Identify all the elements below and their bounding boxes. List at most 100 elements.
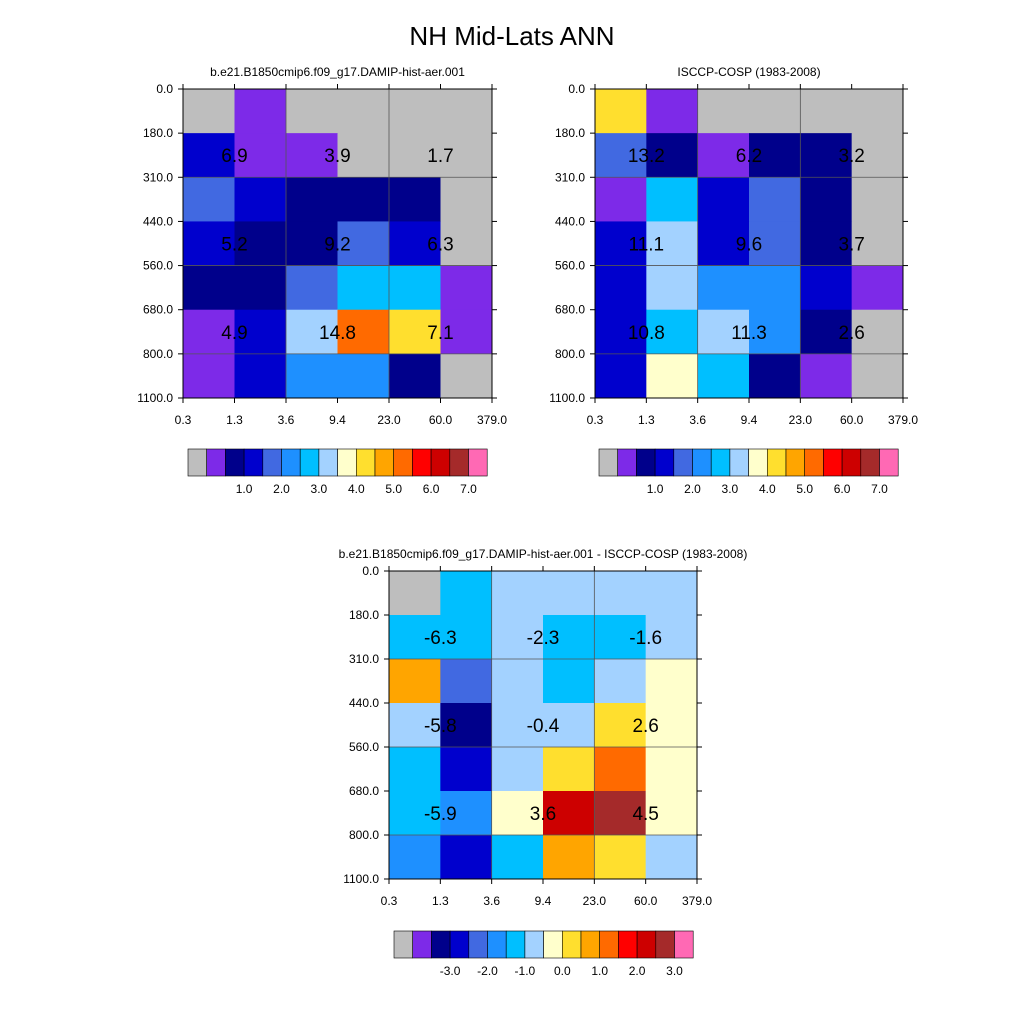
heatmap-cell — [440, 835, 493, 880]
cell-value-label: 11.1 — [629, 235, 665, 256]
heatmap-cell — [646, 309, 699, 355]
x-tick-label: 0.3 — [587, 413, 604, 427]
y-tick-label: 440.0 — [555, 214, 585, 228]
x-tick-label: 23.0 — [377, 413, 401, 427]
colorbar-label: 6.0 — [423, 482, 440, 496]
heatmap-cell — [645, 747, 698, 792]
colorbar-swatch — [337, 448, 357, 477]
heatmap-cell — [800, 177, 853, 222]
heatmap-cell — [491, 703, 544, 748]
heatmap-cell — [234, 177, 287, 222]
colorbar-swatch — [598, 448, 619, 477]
heatmap-cell — [645, 615, 698, 660]
colorbar-label: 0.0 — [554, 964, 571, 978]
cell-value-label: -0.4 — [527, 716, 560, 737]
y-tick-label: 680.0 — [555, 303, 585, 317]
heatmap-cell — [183, 265, 235, 311]
heatmap-cell — [749, 265, 801, 311]
colorbar-label: 2.0 — [684, 482, 701, 496]
heatmap-cell — [337, 309, 390, 355]
cell-value-label: 2.6 — [632, 716, 658, 737]
heatmap-cell — [594, 703, 647, 748]
colorbar-swatch — [225, 448, 245, 477]
y-tick-label: 0.0 — [568, 82, 585, 96]
heatmap-cell — [389, 747, 441, 792]
colorbar-swatch — [524, 930, 544, 959]
colorbar-swatch — [449, 448, 469, 477]
colorbar-swatch — [187, 448, 208, 477]
y-tick-label: 560.0 — [349, 740, 379, 754]
y-tick-label: 560.0 — [555, 259, 585, 273]
figure-title: NH Mid-Lats ANN — [409, 21, 614, 51]
heatmap-cell — [389, 703, 441, 748]
colorbar-label: 7.0 — [460, 482, 477, 496]
colorbar-swatch — [355, 448, 376, 477]
heatmap-cell — [697, 133, 750, 178]
colorbar-swatch — [393, 448, 413, 477]
heatmap-panel-3: b.e21.B1850cmip6.f09_g17.DAMIP-hist-aer.… — [339, 547, 748, 978]
heatmap-cell — [543, 835, 595, 880]
cell-value-label: 4.9 — [221, 323, 247, 344]
y-tick-label: 310.0 — [143, 170, 173, 184]
heatmap-cell — [594, 791, 647, 836]
panels: b.e21.B1850cmip6.f09_g17.DAMIP-hist-aer.… — [137, 65, 918, 978]
x-tick-label: 0.3 — [175, 413, 192, 427]
cell-value-label: 9.2 — [324, 235, 350, 256]
panel-title: b.e21.B1850cmip6.f09_g17.DAMIP-hist-aer.… — [339, 547, 748, 561]
heatmap-cell — [234, 133, 287, 178]
x-tick-label: 0.3 — [381, 894, 398, 908]
y-tick-label: 1100.0 — [343, 872, 379, 886]
heatmap-cell — [646, 89, 699, 134]
x-tick-label: 3.6 — [483, 894, 500, 908]
colorbar-swatch — [299, 448, 320, 477]
heatmap-cell — [749, 177, 801, 222]
colorbar-swatch — [879, 448, 899, 477]
heatmap-cell — [594, 615, 647, 660]
heatmap-cell — [183, 133, 235, 178]
colorbar-label: 6.0 — [834, 482, 851, 496]
heatmap-cell — [800, 133, 853, 178]
heatmap-cell — [543, 571, 595, 616]
heatmap-cell — [851, 221, 904, 267]
heatmap-cell — [749, 353, 801, 399]
heatmap-cell — [697, 353, 750, 399]
cell-value-label: 3.2 — [838, 146, 864, 167]
y-tick-label: 800.0 — [143, 347, 173, 361]
heatmap-cell — [337, 353, 390, 399]
heatmap-cell — [286, 221, 338, 267]
colorbar-swatch — [468, 448, 488, 477]
heatmap-cell — [286, 265, 338, 311]
x-tick-label: 23.0 — [583, 894, 607, 908]
x-tick-label: 60.0 — [634, 894, 658, 908]
heatmap-cell — [286, 177, 338, 222]
colorbar-label: 1.0 — [236, 482, 253, 496]
cell-value-label: -6.3 — [424, 628, 457, 649]
heatmap-cell — [645, 659, 698, 704]
heatmap-cell — [337, 177, 390, 222]
colorbar-label: 1.0 — [647, 482, 664, 496]
heatmap-cell — [389, 353, 441, 399]
x-tick-label: 1.3 — [638, 413, 655, 427]
heatmap-cell — [646, 133, 699, 178]
heatmap-cell — [337, 89, 390, 134]
heatmap-cell — [491, 747, 544, 792]
cell-value-label: -1.6 — [629, 628, 662, 649]
heatmap-cell — [389, 89, 441, 134]
heatmap-cell — [389, 835, 441, 880]
heatmap-cell — [389, 615, 441, 660]
heatmap-cell — [337, 133, 390, 178]
y-tick-label: 310.0 — [349, 652, 379, 666]
x-tick-label: 9.4 — [741, 413, 758, 427]
y-tick-label: 680.0 — [349, 784, 379, 798]
heatmap-cell — [440, 177, 493, 222]
heatmap-cell — [645, 835, 698, 880]
cell-value-label: 7.1 — [427, 323, 453, 344]
heatmap-cell — [800, 309, 853, 355]
heatmap-cell — [440, 133, 493, 178]
heatmap-panel-2: ISCCP-COSP (1983-2008) 13.2 6.2 3.2 11.1 9.6 3… — [549, 65, 918, 496]
heatmap-cell — [234, 265, 287, 311]
y-tick-label: 440.0 — [349, 696, 379, 710]
heatmap-cell — [594, 571, 647, 616]
y-tick-label: 560.0 — [143, 259, 173, 273]
